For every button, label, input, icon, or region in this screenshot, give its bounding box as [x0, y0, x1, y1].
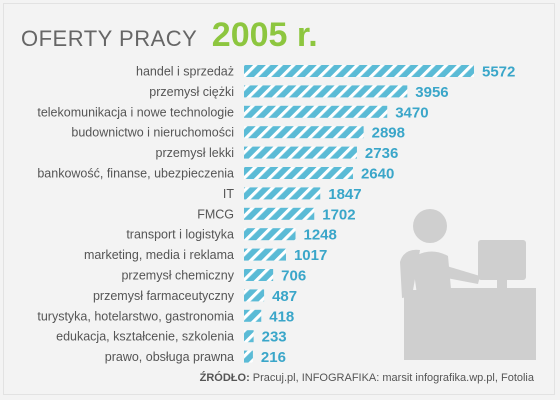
bar	[244, 248, 286, 261]
value-label: 5572	[482, 64, 515, 81]
value-label: 1017	[294, 247, 327, 264]
value-label: 487	[272, 288, 297, 305]
value-label: 2640	[361, 166, 394, 183]
value-label: 418	[269, 308, 294, 325]
bar	[244, 289, 265, 302]
value-label: 3470	[395, 104, 428, 121]
chart-title: OFERTY PRACY 2005 r.	[21, 16, 318, 55]
value-label: 233	[262, 329, 287, 346]
category-label: przemysł lekki	[156, 146, 235, 160]
category-label: IT	[223, 187, 234, 201]
category-label: edukacja, kształcenie, szkolenia	[56, 330, 234, 344]
value-label: 1248	[304, 227, 337, 244]
bar	[244, 146, 357, 159]
bar	[244, 330, 254, 343]
title-main: OFERTY PRACY	[21, 26, 198, 51]
category-label: bankowość, finanse, ubezpieczenia	[37, 167, 234, 181]
value-label: 2736	[365, 145, 398, 162]
category-label: przemysł ciężki	[149, 85, 234, 99]
value-label: 2898	[372, 125, 405, 142]
bar	[244, 309, 262, 322]
office-worker-icon	[400, 209, 536, 360]
source-prefix: ŹRÓDŁO:	[199, 372, 250, 384]
category-label: telekomunikacja i nowe technologie	[37, 105, 234, 119]
value-label: 706	[281, 268, 306, 285]
category-label: handel i sprzedaż	[136, 65, 234, 79]
bar	[244, 126, 364, 139]
category-label: przemysł farmaceutyczny	[93, 289, 235, 303]
bar	[244, 85, 408, 98]
bar	[244, 65, 474, 77]
bar	[244, 105, 388, 118]
category-label: marketing, media i reklama	[84, 248, 234, 262]
title-year: 2005 r.	[211, 16, 318, 54]
source-note: ŹRÓDŁO: Pracuj.pl, INFOGRAFIKA: marsit i…	[200, 372, 534, 384]
category-label: FMCG	[197, 207, 234, 221]
bar	[244, 167, 353, 179]
category-label: prawo, obsługa prawna	[105, 350, 234, 364]
bar	[244, 228, 296, 241]
bar	[244, 187, 321, 200]
bar	[244, 269, 274, 281]
value-label: 216	[261, 349, 286, 366]
value-label: 1847	[328, 186, 361, 203]
category-label: turystyka, hotelarstwo, gastronomia	[37, 309, 234, 323]
bar	[244, 350, 253, 363]
source-text: Pracuj.pl, INFOGRAFIKA: marsit infografi…	[252, 372, 534, 384]
value-label: 1702	[322, 206, 355, 223]
bar	[244, 207, 315, 220]
value-label: 3956	[415, 84, 448, 101]
category-label: budownictwo i nieruchomości	[71, 126, 234, 140]
category-label: przemysł chemiczny	[121, 269, 234, 283]
category-label: transport i logistyka	[126, 228, 234, 242]
